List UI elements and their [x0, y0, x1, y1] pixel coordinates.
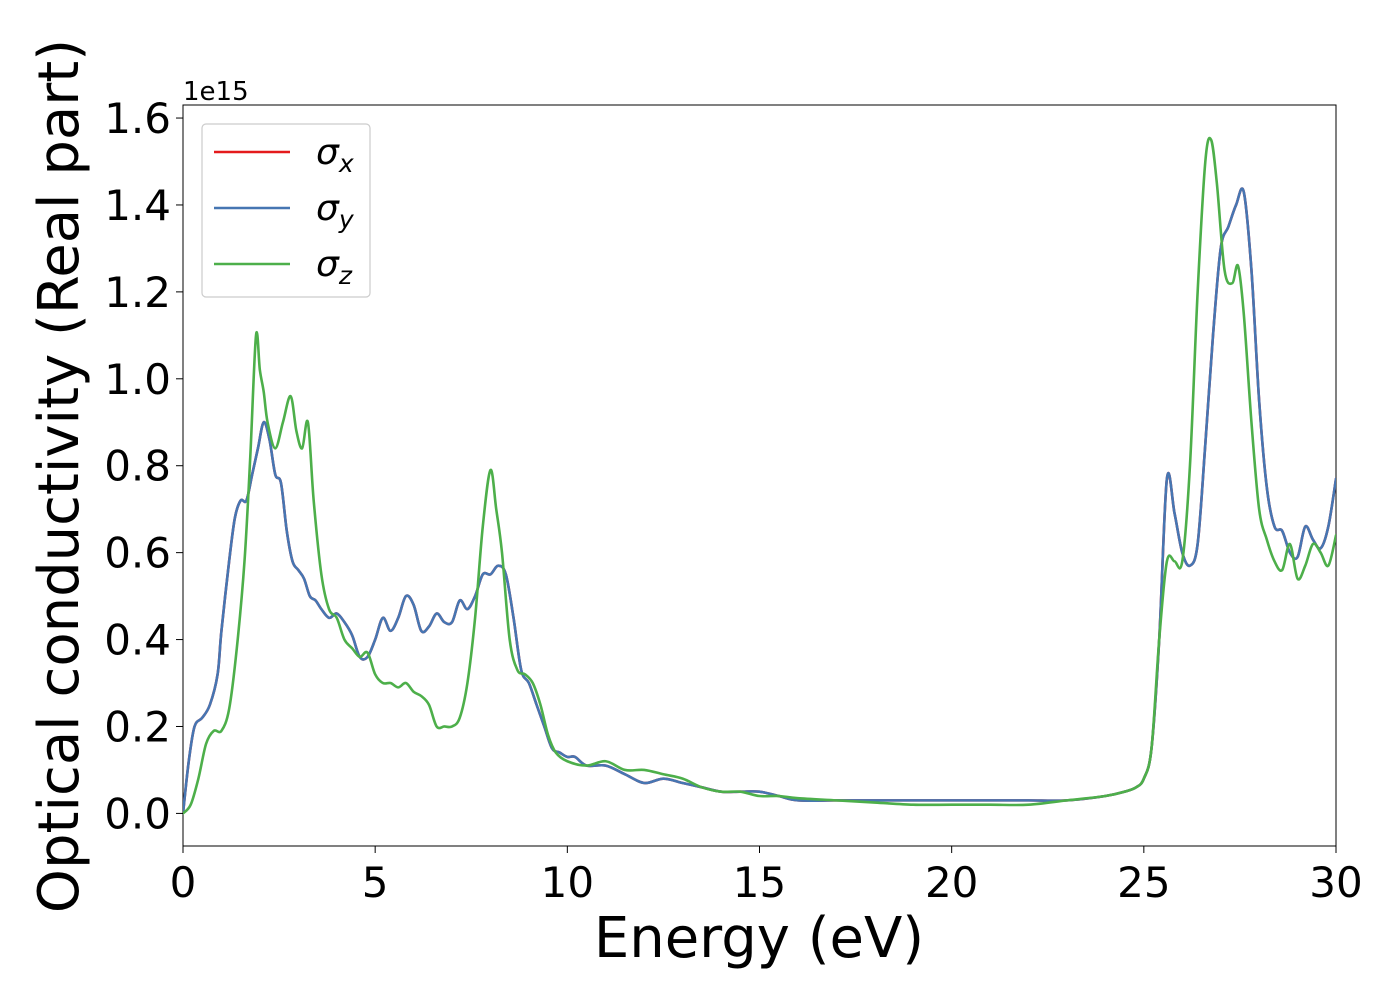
y-tick-label: 0.2 — [104, 702, 171, 751]
series-line-z — [183, 136, 1336, 815]
y-tick-label: 1.6 — [104, 94, 171, 143]
legend: σx σy σz — [201, 123, 371, 298]
y-tick-label: 0.0 — [104, 789, 171, 838]
y-tick-label: 0.4 — [104, 616, 171, 665]
x-axis-label: Energy (eV) — [594, 906, 924, 971]
legend-label-z: σz — [316, 244, 353, 290]
y-tick-label: 0.8 — [104, 442, 171, 491]
y-tick-label: 0.6 — [104, 529, 171, 578]
x-tick-label: 15 — [733, 858, 786, 907]
x-tick-label: 25 — [1117, 858, 1170, 907]
x-tick-label: 30 — [1309, 858, 1362, 907]
x-tick-label: 20 — [925, 858, 978, 907]
legend-box — [201, 123, 371, 298]
x-tick-label: 5 — [362, 858, 389, 907]
legend-label-x: σx — [316, 132, 354, 178]
y-axis: 0.0 0.2 0.4 0.6 0.8 1.0 1.2 1.4 1.6 — [104, 94, 183, 838]
y-tick-label: 1.2 — [104, 268, 171, 317]
y-axis-label: Optical conductivity (Real part) — [27, 39, 92, 913]
y-axis-offset-label: 1e15 — [183, 77, 249, 107]
series-layer — [183, 136, 1336, 815]
x-tick-label: 10 — [541, 858, 594, 907]
y-tick-label: 1.4 — [104, 181, 171, 230]
y-tick-label: 1.0 — [104, 355, 171, 404]
x-tick-label: 0 — [170, 858, 197, 907]
x-axis: 0 5 10 15 20 25 30 — [170, 846, 1363, 907]
legend-label-y: σy — [316, 188, 355, 234]
